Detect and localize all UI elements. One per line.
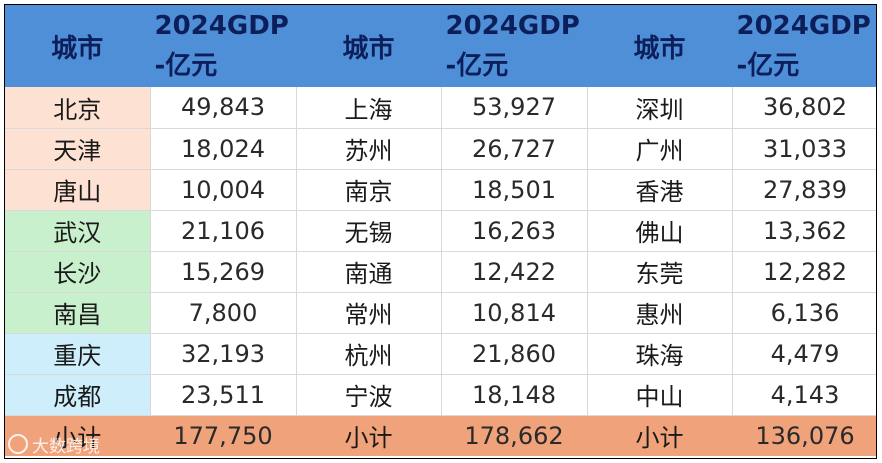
city-cell: 南通: [296, 251, 442, 293]
header-city-2: 城市: [296, 5, 442, 87]
city-cell: 常州: [296, 292, 442, 334]
city-cell: 珠海: [587, 333, 733, 375]
gdp-cell: 10,814: [441, 292, 588, 334]
table-row: 北京 49,843 上海 53,927 深圳 36,802: [5, 87, 876, 129]
gdp-cell: 21,860: [441, 333, 588, 375]
header-gdp-1: 2024GDP -亿元: [150, 5, 297, 87]
header-city-3: 城市: [587, 5, 733, 87]
city-cell: 长沙: [5, 251, 151, 293]
city-cell: 唐山: [5, 169, 151, 211]
city-cell: 北京: [5, 87, 151, 129]
total-label: 小计: [296, 415, 442, 456]
gdp-cell: 31,033: [732, 128, 876, 170]
city-cell: 天津: [5, 128, 151, 170]
city-cell: 武汉: [5, 210, 151, 252]
total-value-3: 136,076: [732, 415, 876, 456]
table-row: 武汉 21,106 无锡 16,263 佛山 13,362: [5, 210, 876, 252]
total-value-1: 177,750: [150, 415, 297, 456]
header-row: 城市 2024GDP -亿元 城市 2024GDP -亿元 城市 2024GDP…: [5, 5, 876, 87]
table-row: 重庆 32,193 杭州 21,860 珠海 4,479: [5, 333, 876, 375]
total-row: 小计 177,750 小计 178,662 小计 136,076: [5, 415, 876, 456]
gdp-cell: 36,802: [732, 87, 876, 129]
header-gdp-line2: -亿元: [445, 51, 509, 81]
gdp-cell: 26,727: [441, 128, 588, 170]
header-gdp-line1: 2024GDP: [154, 11, 289, 41]
header-city-1: 城市: [5, 5, 151, 87]
total-value-2: 178,662: [441, 415, 588, 456]
header-gdp-2: 2024GDP -亿元: [441, 5, 588, 87]
gdp-cell: 16,263: [441, 210, 588, 252]
table-row: 南昌 7,800 常州 10,814 惠州 6,136: [5, 292, 876, 334]
gdp-cell: 4,143: [732, 374, 876, 416]
city-cell: 深圳: [587, 87, 733, 129]
gdp-cell: 18,148: [441, 374, 588, 416]
total-label: 小计: [587, 415, 733, 456]
city-cell: 佛山: [587, 210, 733, 252]
gdp-cell: 6,136: [732, 292, 876, 334]
gdp-cell: 4,479: [732, 333, 876, 375]
city-cell: 上海: [296, 87, 442, 129]
total-label: 小计: [5, 415, 151, 456]
city-cell: 广州: [587, 128, 733, 170]
header-gdp-line1: 2024GDP: [445, 11, 580, 41]
gdp-cell: 32,193: [150, 333, 297, 375]
header-gdp-line2: -亿元: [154, 51, 218, 81]
gdp-table: 城市 2024GDP -亿元 城市 2024GDP -亿元 城市 2024GDP…: [5, 5, 876, 456]
gdp-cell: 49,843: [150, 87, 297, 129]
gdp-cell: 53,927: [441, 87, 588, 129]
header-gdp-3: 2024GDP -亿元: [732, 5, 876, 87]
header-gdp-line1: 2024GDP: [736, 11, 871, 41]
city-cell: 中山: [587, 374, 733, 416]
city-cell: 宁波: [296, 374, 442, 416]
gdp-cell: 15,269: [150, 251, 297, 293]
city-cell: 无锡: [296, 210, 442, 252]
city-cell: 重庆: [5, 333, 151, 375]
city-cell: 杭州: [296, 333, 442, 375]
gdp-cell: 7,800: [150, 292, 297, 334]
gdp-cell: 18,024: [150, 128, 297, 170]
city-cell: 南昌: [5, 292, 151, 334]
header-gdp-line2: -亿元: [736, 51, 800, 81]
gdp-cell: 12,422: [441, 251, 588, 293]
gdp-cell: 10,004: [150, 169, 297, 211]
table-row: 长沙 15,269 南通 12,422 东莞 12,282: [5, 251, 876, 293]
gdp-cell: 18,501: [441, 169, 588, 211]
gdp-table-frame: 城市 2024GDP -亿元 城市 2024GDP -亿元 城市 2024GDP…: [4, 4, 877, 459]
table-row: 成都 23,511 宁波 18,148 中山 4,143: [5, 374, 876, 416]
gdp-cell: 23,511: [150, 374, 297, 416]
gdp-cell: 13,362: [732, 210, 876, 252]
gdp-cell: 27,839: [732, 169, 876, 211]
city-cell: 香港: [587, 169, 733, 211]
gdp-cell: 21,106: [150, 210, 297, 252]
city-cell: 苏州: [296, 128, 442, 170]
table-row: 天津 18,024 苏州 26,727 广州 31,033: [5, 128, 876, 170]
gdp-cell: 12,282: [732, 251, 876, 293]
table-row: 唐山 10,004 南京 18,501 香港 27,839: [5, 169, 876, 211]
city-cell: 成都: [5, 374, 151, 416]
city-cell: 惠州: [587, 292, 733, 334]
city-cell: 东莞: [587, 251, 733, 293]
city-cell: 南京: [296, 169, 442, 211]
